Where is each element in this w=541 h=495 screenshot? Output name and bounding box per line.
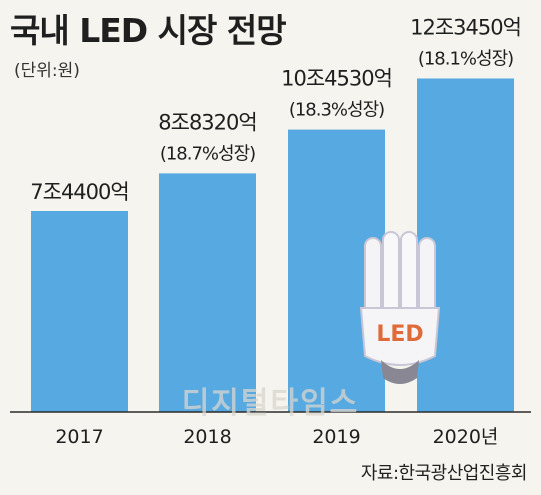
led-bulb-icon: LED (359, 231, 441, 384)
value-label-2: 10조4530억 (281, 67, 392, 91)
chart-title: 국내 LED 시장 전망 (10, 11, 287, 50)
growth-label-2: (18.3%성장) (289, 100, 384, 121)
value-label-0: 7조4400억 (30, 180, 128, 204)
bars-layer (31, 78, 514, 413)
bar-1 (159, 173, 256, 412)
value-label-3: 12조3450억 (410, 15, 521, 39)
source-label: 자료:한국광산업진흥회 (360, 463, 528, 484)
growth-label-1: (18.7%성장) (160, 143, 255, 164)
unit-label: (단위:원) (14, 61, 80, 81)
category-label-1: 2018 (183, 426, 231, 448)
watermark: 디지털타임스 (181, 386, 360, 421)
category-label-2: 2019 (312, 426, 360, 448)
bulb-body (359, 307, 441, 366)
category-label-3: 2020년 (433, 426, 499, 448)
bulb-base (381, 360, 419, 384)
bar-0 (31, 210, 128, 412)
labels-layer: 7조4400억 2017 8조8320억 (18.7%성장) 2018 10조4530억 (… (30, 15, 522, 448)
growth-label-3: (18.1%성장) (418, 48, 513, 69)
value-label-1: 8조8320억 (158, 110, 256, 134)
bulb-led-label: LED (376, 322, 423, 347)
category-label-0: 2017 (55, 426, 103, 448)
